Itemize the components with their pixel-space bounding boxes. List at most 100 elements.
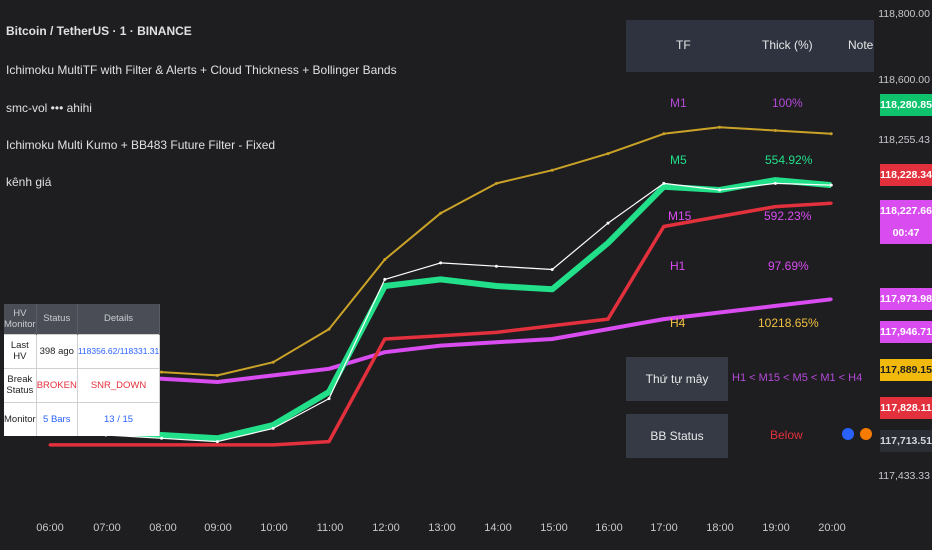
magenta-line-point: [215, 380, 219, 384]
magenta-line-point: [550, 337, 554, 341]
tenkan-line-point: [494, 284, 498, 288]
hv-last-details: 118356.62/118331.31: [77, 333, 161, 368]
magenta-line-point: [383, 350, 387, 354]
countdown-badge: 00:47: [880, 222, 932, 244]
kijun-line-point: [773, 205, 777, 209]
indicator-legend-smc[interactable]: smc-vol ••• ahihi: [6, 101, 92, 115]
kijun-line: [50, 201, 832, 447]
time-axis[interactable]: [0, 512, 880, 550]
hv-monitor-label: Monitor: [4, 401, 37, 436]
kijun-line-point: [494, 330, 498, 334]
hv-header-monitor: HV Monitor: [4, 304, 37, 334]
y-tick-118255: 118,255.43: [878, 134, 930, 146]
kijun-line-point: [215, 443, 219, 447]
magenta-line-point: [160, 377, 164, 381]
kijun-line-point: [48, 443, 52, 447]
tf-row-m5-thick: 554.92%: [765, 153, 813, 167]
magenta-line-point: [662, 317, 666, 321]
kijun-line-point: [271, 443, 275, 447]
cloud-order-value: H1 < M15 < M5 < M1 < H4: [732, 372, 863, 384]
magenta-line-point: [773, 304, 777, 308]
x-tick: 18:00: [706, 522, 734, 534]
hv-header-status: Status: [36, 304, 78, 334]
price-line-point: [718, 188, 722, 192]
tenkan-line-point: [271, 423, 275, 427]
price-badge-5: 117,946.71: [880, 321, 932, 343]
kijun-line-point: [327, 440, 331, 444]
kijun-line-point: [606, 317, 610, 321]
price-line-point: [439, 261, 443, 265]
hv-break-details: SNR_DOWN: [77, 367, 161, 402]
bb-upper-line-point: [606, 152, 610, 156]
tf-row-m15-tf: M15: [668, 209, 692, 223]
kijun-line-point: [662, 225, 666, 228]
hv-last-status: 398 ago: [36, 333, 78, 368]
x-tick: 06:00: [36, 522, 64, 534]
orange-dot-icon[interactable]: [860, 428, 872, 440]
x-tick: 12:00: [372, 522, 400, 534]
magenta-line-point: [494, 340, 498, 344]
indicator-legend-kumo[interactable]: Ichimoku Multi Kumo + BB483 Future Filte…: [6, 138, 276, 152]
hv-monitor-details: 13 / 15: [77, 401, 161, 436]
price-line-point: [271, 426, 275, 430]
bb-upper-line: [49, 126, 832, 377]
tf-row-h1-thick: 97.69%: [768, 259, 809, 273]
magenta-line-point: [439, 344, 443, 348]
bb-upper-line-point: [829, 132, 833, 136]
bb-upper-line-point: [662, 132, 666, 136]
x-tick: 13:00: [428, 522, 456, 534]
bb-upper-line-point: [718, 125, 722, 129]
indicator-legend-channel[interactable]: kênh giá: [6, 175, 52, 189]
kijun-line-point: [383, 337, 387, 341]
x-tick: 15:00: [540, 522, 568, 534]
x-tick: 20:00: [818, 522, 846, 534]
x-tick: 07:00: [93, 522, 121, 534]
kijun-line-point: [104, 443, 108, 447]
x-tick: 11:00: [316, 522, 344, 534]
tf-row-m1-thick: 100%: [772, 96, 803, 110]
x-tick: 16:00: [595, 522, 623, 534]
symbol-title[interactable]: Bitcoin / TetherUS · 1 · BINANCE: [6, 24, 192, 38]
magenta-line-point: [271, 373, 275, 377]
y-tick-118800: 118,800.00: [878, 8, 930, 20]
tenkan-line-point: [160, 433, 164, 437]
hv-break-status: BROKEN: [36, 367, 78, 402]
price-chart[interactable]: [0, 0, 880, 512]
price-line-point: [829, 183, 833, 187]
magenta-line-point: [606, 327, 610, 331]
price-line-point: [662, 181, 666, 185]
tenkan-line-point: [383, 284, 387, 288]
x-tick: 09:00: [204, 522, 232, 534]
tenkan-line-point: [662, 185, 666, 189]
indicator-legend-ichimoku[interactable]: Ichimoku MultiTF with Filter & Alerts + …: [6, 63, 397, 77]
price-badge-3: 118,227.66: [880, 200, 932, 222]
hv-last-label: Last HV: [4, 333, 37, 368]
tenkan-line-point: [550, 287, 554, 291]
bb-upper-line-point: [383, 258, 387, 261]
bb-upper-line-point: [215, 373, 219, 377]
tf-header-tf: TF: [676, 38, 691, 52]
tf-row-m5-tf: M5: [670, 153, 687, 167]
tenkan-line-point: [439, 277, 443, 281]
kijun-line-point: [718, 215, 722, 218]
bb-upper-line-point: [494, 181, 498, 185]
tenkan-line-point: [606, 241, 610, 245]
magenta-line-point: [327, 367, 331, 371]
tf-row-h1-tf: H1: [670, 259, 686, 273]
x-tick: 19:00: [762, 522, 790, 534]
price-axis[interactable]: 118,800.00 118,600.00 118,280.85 118,255…: [878, 0, 932, 512]
bb-status-value: Below: [770, 428, 803, 442]
bb-upper-line-point: [773, 129, 777, 132]
blue-dot-icon[interactable]: [842, 428, 854, 440]
tenkan-line-point: [327, 390, 331, 394]
bb-upper-line-point: [550, 168, 554, 172]
tf-row-m15-thick: 592.23%: [764, 209, 812, 223]
kijun-line-point: [550, 324, 554, 328]
y-tick-118600: 118,600.00: [878, 74, 930, 86]
hv-break-label: Break Status: [4, 367, 37, 402]
tf-row-h4-tf: H4: [670, 316, 686, 330]
x-tick: 10:00: [260, 522, 288, 534]
tenkan-line-point: [215, 436, 219, 440]
bb-upper-line-point: [439, 211, 443, 215]
